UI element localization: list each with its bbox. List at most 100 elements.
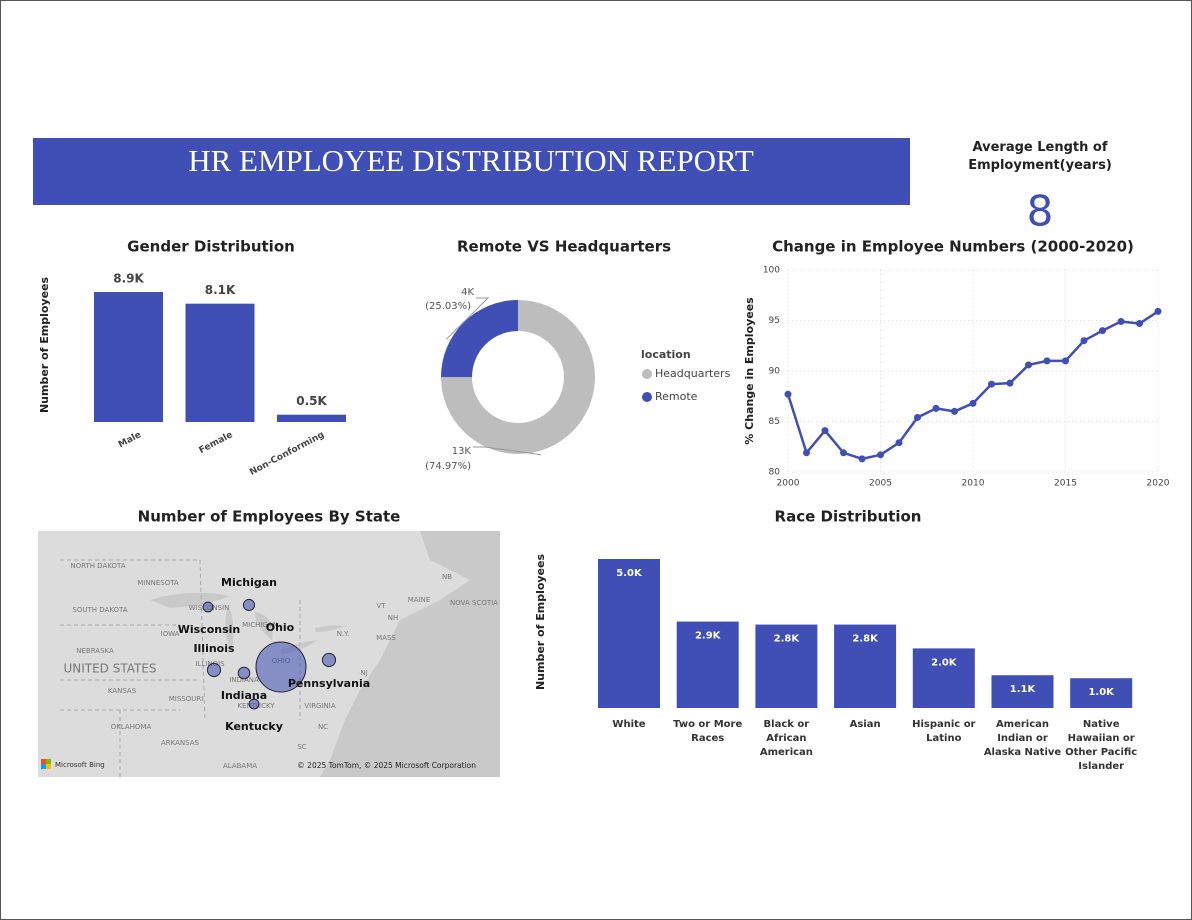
map-place-label: NB (442, 573, 452, 581)
map-place-label: ALABAMA (223, 762, 257, 770)
bar (912, 648, 975, 708)
map-place-label: UNITED STATES (63, 662, 156, 676)
x-tick-label: 2015 (1054, 479, 1077, 489)
x-tick-label-box: Hispanic or Latino (912, 719, 976, 744)
map-place-label: ARKANSAS (161, 739, 200, 747)
line-point (803, 449, 810, 457)
x-tick-label: White (612, 719, 646, 730)
legend-title: location (641, 348, 691, 361)
chart-title: Remote VS Headquarters (457, 238, 671, 256)
state-label: Wisconsin (178, 623, 241, 636)
data-label: 2.0K (931, 657, 958, 668)
state-bubble (248, 698, 260, 710)
data-label: 1.0K (1088, 687, 1115, 698)
x-tick-label-box: American Indian or Alaska Native (983, 719, 1062, 758)
x-tick-label-box: Asian (849, 719, 881, 730)
state-label: Ohio (266, 621, 295, 634)
state-label: Pennsylvania (288, 677, 370, 690)
map-place-label: SOUTH DAKOTA (72, 606, 127, 614)
y-tick-label: 90 (769, 367, 781, 377)
state-bubble (237, 666, 251, 680)
line-point (1062, 357, 1069, 365)
x-tick-label: 2000 (777, 479, 800, 489)
line-point (895, 439, 903, 447)
map-place-label: INDIANA (229, 676, 259, 684)
line-point (951, 407, 958, 415)
state-bubble (321, 652, 337, 668)
lake-huron (255, 612, 273, 640)
x-tick-label: Two or More Races (673, 719, 743, 744)
x-tick-label: Black or African American (759, 719, 813, 758)
line-point (1006, 379, 1014, 387)
map-attribution: © 2025 TomTom, © 2025 Microsoft Corporat… (297, 761, 476, 770)
bing-logo (46, 759, 51, 764)
data-label: 2.8K (852, 634, 879, 645)
kpi-value: 8 (1027, 187, 1054, 236)
line-point (1154, 307, 1162, 315)
chart-title: Gender Distribution (127, 238, 295, 256)
x-tick-label: Asian (849, 719, 881, 730)
y-tick-label: 85 (769, 417, 780, 427)
y-tick-label: 95 (769, 316, 780, 326)
line-point (1025, 361, 1032, 369)
state-label: Michigan (221, 576, 277, 589)
legend-marker (642, 369, 652, 379)
lake-superior (150, 592, 230, 608)
y-axis-label: Number of Employees (534, 554, 547, 691)
line-point (1043, 357, 1051, 365)
map-place-label: NH (388, 614, 399, 622)
state-label: Illinois (193, 642, 235, 655)
bar (1070, 678, 1133, 708)
x-tick-label: Hispanic or Latino (912, 719, 976, 744)
map-place-label: MINNESOTA (137, 579, 179, 587)
y-tick-label: 80 (769, 468, 781, 478)
line-point (932, 404, 940, 412)
map-place-label: VIRGINIA (304, 702, 336, 710)
leader-line (473, 446, 541, 456)
map-place-label: MISSOURI (169, 695, 204, 703)
count-label: 13K (452, 446, 472, 457)
line-point (914, 413, 921, 421)
x-tick-label-box: Native Hawaiian or Other Pacific Islande… (1065, 719, 1138, 772)
x-tick-label: 2020 (1147, 479, 1170, 489)
bing-logo (41, 764, 46, 769)
state-bubble (202, 601, 214, 613)
x-tick-label-box: Two or More Races (673, 719, 743, 744)
data-label: 1.1K (1010, 684, 1037, 695)
line-point (1136, 320, 1143, 328)
line-point (858, 455, 866, 463)
map-place-label: OKLAHOMA (111, 723, 152, 731)
state-label: Kentucky (225, 720, 283, 733)
bar (991, 675, 1054, 708)
legend-marker (642, 392, 652, 402)
data-label: 0.5K (296, 394, 327, 408)
chart-title: Number of Employees By State (138, 508, 401, 526)
y-axis-label: Number of Employees (38, 277, 51, 414)
donut-slice (440, 300, 518, 378)
bing-logo (41, 759, 46, 764)
line-point (969, 399, 977, 407)
bar (277, 414, 346, 422)
x-tick-label: 2005 (869, 479, 892, 489)
map-place-label: MASS (376, 634, 396, 642)
x-tick-label: Native Hawaiian or Other Pacific Islande… (1065, 719, 1138, 772)
y-axis-label: % Change in Employees (743, 297, 756, 445)
lake-ontario (315, 625, 345, 632)
x-tick-label: American Indian or Alaska Native (983, 719, 1062, 758)
state-label: Indiana (221, 689, 267, 702)
legend-label: Headquarters (655, 367, 731, 380)
data-label: 8.1K (205, 283, 236, 297)
bar (185, 303, 255, 422)
map-place-label: NC (318, 723, 328, 731)
bar (94, 292, 163, 422)
chart-title: Change in Employee Numbers (2000-2020) (772, 238, 1134, 256)
state-bubble (206, 662, 222, 678)
lake-michigan (225, 605, 234, 650)
data-label: 5.0K (616, 568, 643, 579)
x-tick-label-box: Black or African American (759, 719, 813, 758)
y-tick-label: 100 (763, 266, 780, 276)
map-ocean (320, 531, 500, 777)
bar (676, 621, 739, 708)
